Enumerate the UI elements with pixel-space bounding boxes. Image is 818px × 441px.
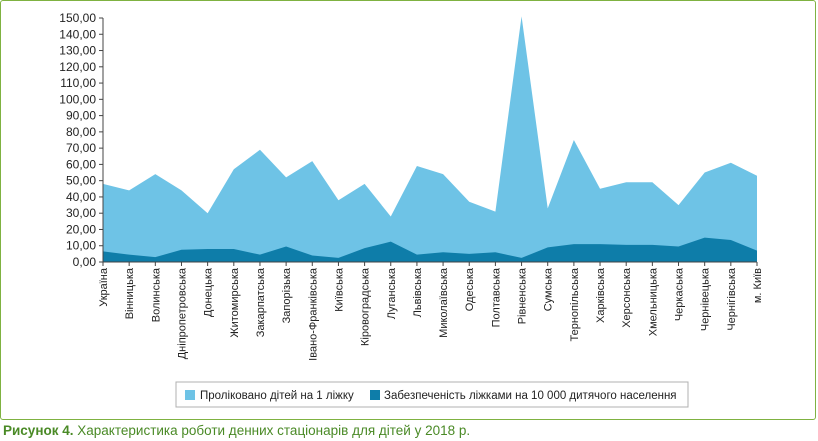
x-tick-label: Луганська (386, 267, 398, 319)
x-tick-label: Вінницька (124, 267, 136, 319)
x-tick-label: Чернігівська (726, 267, 738, 331)
legend: Проліковано дітей на 1 ліжку Забезпечені… (175, 381, 689, 408)
area-series-1 (103, 16, 757, 263)
figure-frame: 0,00 10,00 20,00 30,00 40,00 50,00 60,00 70,00 8… (0, 0, 816, 420)
legend-box (175, 381, 689, 408)
x-tick-label: Миколаївська (438, 267, 450, 338)
legend-swatch-series-1 (185, 390, 195, 400)
x-axis-ticks: Україна Вінницька Волинська Дніпропетровськ… (98, 262, 764, 361)
x-tick-label: Херсонська (621, 267, 633, 328)
x-tick-label: Закарпатська (255, 267, 267, 337)
y-tick-label: 50,00 (66, 174, 96, 188)
y-tick-label: 130,00 (59, 44, 96, 58)
x-tick-label: Полтавська (490, 267, 502, 327)
x-tick-label: Тернопільська (569, 267, 581, 341)
legend-label-series-2: Забезпеченість ліжками на 10 000 дитячог… (384, 390, 677, 402)
y-tick-label: 0,00 (73, 255, 97, 269)
y-axis-ticks: 0,00 10,00 20,00 30,00 40,00 50,00 60,00 70,00 8… (59, 11, 103, 269)
area-chart: 0,00 10,00 20,00 30,00 40,00 50,00 60,00 70,00 8… (59, 11, 764, 408)
x-tick-label: Львівська (412, 267, 424, 317)
figure-caption-text: Характеристика роботи денних стаціонарів… (77, 423, 471, 438)
y-tick-label: 120,00 (59, 60, 96, 74)
x-tick-label: Кіровоградська (360, 267, 372, 346)
y-tick-label: 10,00 (66, 239, 96, 253)
y-tick-label: 20,00 (66, 222, 96, 236)
legend-label-series-1: Проліковано дітей на 1 ліжку (200, 390, 354, 402)
y-tick-label: 110,00 (60, 76, 96, 90)
y-tick-label: 30,00 (66, 206, 96, 220)
x-tick-label: Київська (333, 267, 345, 312)
y-tick-label: 80,00 (66, 125, 96, 139)
x-tick-label: Донецька (203, 267, 215, 317)
x-tick-label: Хмельницька (647, 267, 659, 336)
x-tick-label: Рівненська (517, 267, 529, 324)
x-tick-label: Харківська (595, 267, 607, 323)
x-tick-label: м. Київ (752, 268, 764, 303)
y-tick-label: 140,00 (59, 27, 96, 41)
x-tick-label: Сумська (543, 267, 555, 311)
x-tick-label: Запорізька (281, 267, 293, 323)
figure-caption-label: Рисунок 4. (3, 423, 74, 438)
series-layer (103, 16, 757, 263)
x-tick-label: Чернівецька (700, 267, 712, 331)
x-tick-label: Івано-Франківська (307, 267, 319, 361)
y-tick-label: 150,00 (59, 11, 96, 25)
x-tick-label: Одеська (464, 267, 476, 311)
y-tick-label: 90,00 (66, 109, 96, 123)
legend-swatch-series-2 (370, 390, 380, 400)
y-tick-label: 100,00 (59, 92, 96, 106)
x-tick-label: Україна (98, 267, 110, 307)
y-tick-label: 70,00 (66, 141, 96, 155)
y-tick-label: 40,00 (66, 190, 96, 204)
x-tick-label: Дніпропетровська (176, 267, 188, 359)
area-series-2 (103, 237, 757, 262)
x-tick-label: Волинська (150, 267, 162, 322)
axis-layer (102, 18, 757, 263)
y-tick-label: 60,00 (66, 157, 96, 171)
figure-caption: Рисунок 4. Характеристика роботи денних … (3, 423, 470, 438)
x-tick-label: Житомирська (229, 267, 241, 337)
x-tick-label: Черкаська (674, 267, 686, 321)
